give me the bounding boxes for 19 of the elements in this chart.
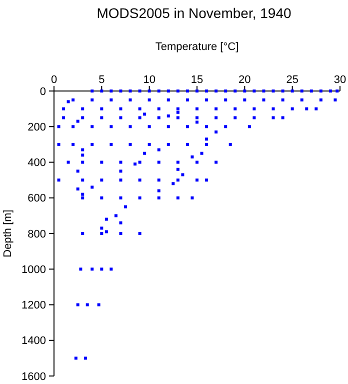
y-axis-title: Depth [m] [2,210,14,258]
x-tick-label: 30 [334,74,346,86]
y-tick-label: 800 [28,228,46,240]
y-tick-label: 600 [28,192,46,205]
x-tick-label: 0 [50,74,58,86]
y-tick-label: 400 [28,157,46,170]
x-axis-title: Temperature [°C] [155,41,239,53]
y-tick-label: 200 [28,121,46,134]
y-tick-label: 1200 [22,300,46,312]
chart-title: MODS2005 in November, 1940 [96,5,292,21]
x-tick-label: 20 [238,74,251,86]
x-tick-label: 15 [190,74,204,86]
y-tick-label: 1600 [22,370,46,383]
x-tick-label: 10 [143,74,156,86]
x-tick-label: 5 [98,74,105,86]
x-tick-label: 25 [286,74,298,86]
y-tick-label: 1000 [22,264,46,276]
y-tick-label: 1400 [22,335,46,348]
y-tick-label: 0 [40,86,46,98]
